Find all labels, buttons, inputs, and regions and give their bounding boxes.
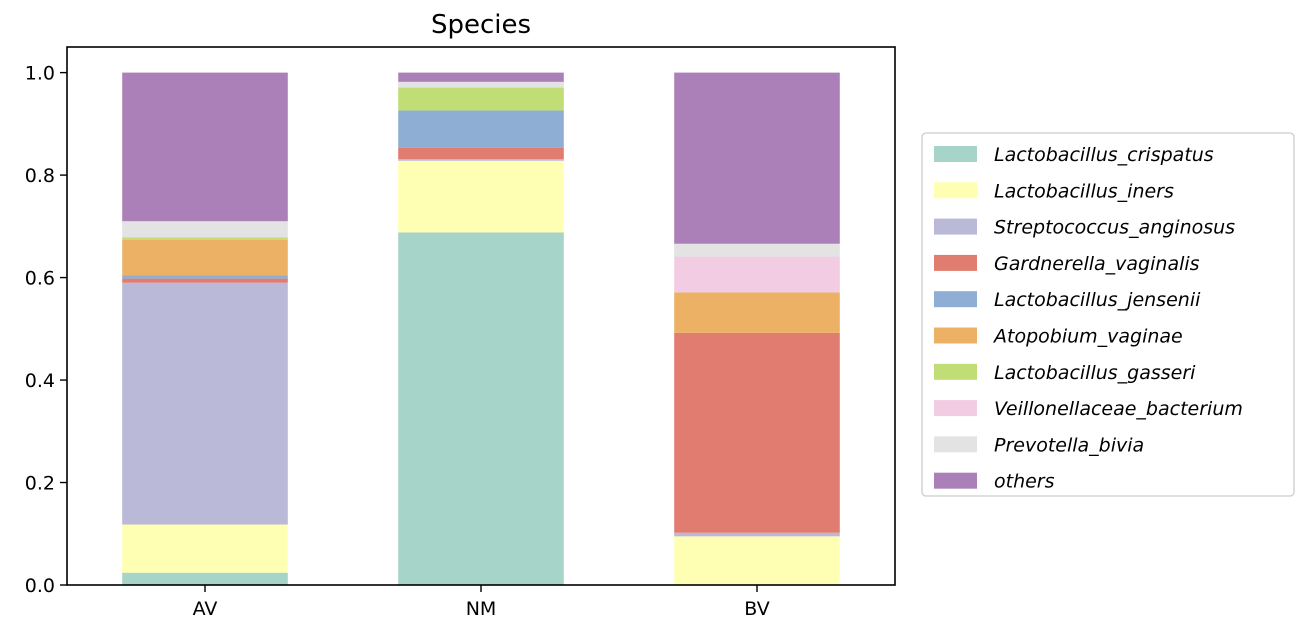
x-axis: AV NM BV: [193, 585, 770, 620]
bar-segment: [122, 236, 288, 238]
bar-segment: [674, 292, 840, 333]
y-tick-label: 0.2: [25, 473, 55, 495]
legend-swatch: [934, 363, 977, 380]
legend-swatch: [934, 291, 977, 308]
legend-label: Gardnerella_vaginalis: [994, 253, 1200, 275]
legend-swatch: [934, 436, 977, 453]
bar-segment: [398, 81, 564, 87]
legend-frame: [921, 132, 1295, 497]
bar-segment: [674, 536, 840, 585]
bar-segment: [674, 256, 840, 293]
legend-label: Atopobium_vaginae: [992, 326, 1183, 348]
bar-segment: [398, 86, 564, 88]
bar-segment: [398, 110, 564, 148]
bar-segment: [122, 278, 288, 283]
legend-swatch: [934, 182, 977, 199]
legend-label: Lactobacillus_crispatus: [994, 144, 1214, 166]
bar-segment: [122, 72, 288, 222]
legend-label: Lactobacillus_iners: [994, 180, 1174, 202]
y-tick-label: 1.0: [25, 63, 55, 85]
bar-segment: [674, 72, 840, 244]
legend-label: Prevotella_bivia: [994, 434, 1144, 456]
y-tick-label: 0.8: [25, 165, 55, 187]
bar-segment: [398, 87, 564, 111]
bar-segment: [674, 532, 840, 537]
x-tick-label: NM: [466, 598, 497, 620]
legend-swatch: [934, 218, 977, 235]
legend-label: Veillonellaceae_bacterium: [994, 398, 1243, 420]
legend-label: Streptococcus_anginosus: [994, 217, 1235, 239]
y-axis: 0.0 0.2 0.4 0.6 0.8 1.0: [25, 63, 67, 597]
legend: Lactobacillus_crispatus Lactobacillus_ine…: [921, 132, 1295, 497]
y-tick-label: 0.0: [25, 575, 55, 597]
bar-segment: [122, 239, 288, 276]
bar-segment: [122, 237, 288, 240]
y-tick-label: 0.4: [25, 370, 55, 392]
bar-segment: [674, 243, 840, 257]
bar-segment: [122, 524, 288, 573]
chart-title: Species: [431, 10, 531, 40]
bar-segment: [122, 572, 288, 585]
legend-swatch: [934, 146, 977, 162]
bar-segment: [674, 332, 840, 533]
legend-label: others: [994, 471, 1055, 493]
bar-segment: [122, 275, 288, 279]
x-tick-label: AV: [193, 598, 218, 620]
x-tick-label: BV: [744, 598, 769, 620]
bar-segment: [398, 160, 564, 233]
bar-segment: [398, 159, 564, 161]
legend-label: Lactobacillus_gasseri: [994, 362, 1196, 384]
legend-swatch: [934, 472, 977, 489]
bar-segment: [122, 221, 288, 237]
legend-label: Lactobacillus_jensenii: [994, 289, 1201, 311]
bar-segments: [122, 72, 840, 585]
bar-segment: [122, 282, 288, 525]
bar-segment: [398, 147, 564, 160]
bar-segment: [398, 232, 564, 585]
bar-segment: [398, 72, 564, 82]
legend-swatch: [934, 254, 977, 271]
y-tick-label: 0.6: [25, 268, 55, 290]
legend-swatch: [934, 327, 977, 344]
legend-swatch: [934, 400, 977, 417]
